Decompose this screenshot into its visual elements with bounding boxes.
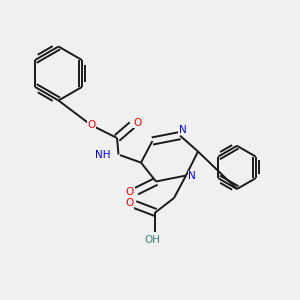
Text: O: O [126, 187, 134, 197]
Text: N: N [188, 171, 196, 181]
Text: OH: OH [144, 235, 160, 245]
Text: O: O [125, 198, 133, 208]
Text: N: N [178, 124, 186, 135]
Text: O: O [134, 118, 142, 128]
Text: O: O [87, 120, 96, 130]
Text: NH: NH [95, 149, 111, 160]
